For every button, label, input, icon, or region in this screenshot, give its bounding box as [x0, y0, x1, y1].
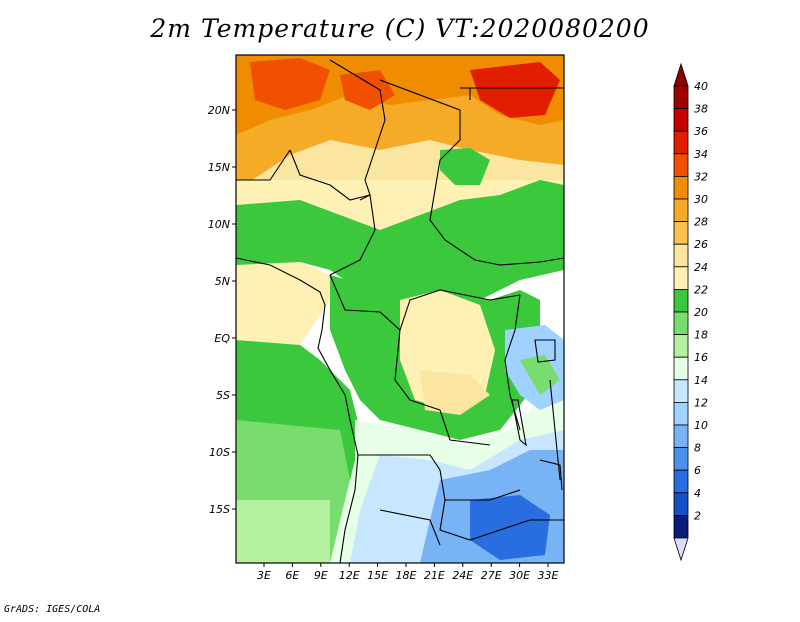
border-nigeria [289, 149, 376, 276]
colorbar-label: 32 [694, 170, 708, 183]
chart-title: 2m Temperature (C) VT:2020080200 [150, 14, 650, 43]
colorbar-label: 38 [694, 103, 708, 116]
latitude-axis: 20N 15N 10N 5N EQ 5S 10S 15S [208, 104, 236, 516]
lat-tick-label: 15N [208, 161, 230, 174]
borders [236, 59, 564, 563]
field-congo-warmest [420, 370, 490, 415]
field-ocean-south-coolest [236, 500, 330, 563]
lon-tick-label: 21E [424, 569, 445, 582]
lat-tick-label: 5S [216, 389, 230, 402]
colorbar-segment [673, 401, 689, 426]
lon-tick-label: 3E [257, 569, 271, 582]
colorbar-segment [673, 85, 689, 110]
lat-tick-label: EQ [214, 332, 230, 345]
colorbar-label: 28 [694, 216, 708, 229]
colorbar-label: 12 [694, 396, 708, 409]
colorbar-segment [673, 198, 689, 223]
field-green-patch-north [440, 148, 490, 185]
colorbar-label: 6 [694, 464, 701, 477]
field-tropical-belt [236, 180, 564, 300]
colorbar-label: 18 [694, 329, 708, 342]
colorbar-segment [673, 515, 689, 539]
border-mozambique [539, 459, 563, 491]
colorbar-label: 26 [694, 238, 708, 251]
colorbar-segment [673, 356, 689, 381]
lon-tick-label: 18E [396, 569, 417, 582]
colorbar-segment [673, 243, 689, 268]
colorbar-bottom-arrow [673, 537, 689, 562]
lon-tick-label: 9E [314, 569, 328, 582]
border-angola-zambia [358, 454, 521, 501]
colorbar-segment [673, 424, 689, 449]
lat-tick-label: 15S [209, 503, 230, 516]
field-hottest-east [470, 62, 560, 118]
lat-tick-label: 20N [208, 104, 230, 117]
colorbar-segment [673, 447, 689, 471]
border-car-congo [329, 274, 521, 331]
lake-victoria [534, 339, 556, 363]
colorbar-label: 36 [694, 125, 708, 138]
field-south-coldest [470, 495, 550, 560]
border-niger-benin [236, 149, 291, 181]
colorbar-segment [673, 334, 689, 358]
border-malawi [549, 379, 561, 481]
colorbar-label: 40 [694, 80, 708, 93]
colorbar-label: 16 [694, 351, 708, 364]
temperature-field [236, 55, 564, 563]
lon-tick-label: 15E [367, 569, 388, 582]
lon-tick-label: 30E [509, 569, 530, 582]
border-chad-sudan [379, 79, 564, 266]
field-hottest-west [250, 58, 330, 110]
colorbar-segment [673, 288, 689, 313]
lat-tick-label: 10S [209, 446, 230, 459]
colorbar-label: 20 [694, 306, 708, 319]
coastline-west [236, 257, 359, 563]
colorbar-segment [673, 266, 689, 290]
lake-tanganyika [511, 399, 527, 447]
colorbar-label: 30 [694, 193, 708, 206]
border-drc [394, 329, 491, 446]
colorbar-segment [673, 379, 689, 403]
colorbar: 40 38 36 34 32 30 28 26 24 22 20 18 16 14 12 10 8 6 4 2 [673, 62, 708, 562]
lon-tick-label: 27E [481, 569, 502, 582]
lon-tick-label: 33E [538, 569, 559, 582]
colorbar-label: 10 [694, 419, 708, 432]
colorbar-label: 4 [694, 487, 701, 500]
lon-tick-label: 12E [339, 569, 360, 582]
credit-text: GrADS: IGES/COLA [4, 604, 101, 615]
lon-tick-label: 6E [285, 569, 299, 582]
colorbar-label: 22 [694, 283, 708, 296]
colorbar-label: 14 [694, 374, 708, 387]
longitude-axis: 3E 6E 9E 12E 15E 18E 21E 24E 27E 30E 33E [257, 563, 559, 582]
border-zambia-zimbabwe [439, 499, 564, 541]
colorbar-segment [673, 492, 689, 516]
lon-tick-label: 24E [452, 569, 473, 582]
colorbar-segment [673, 153, 689, 177]
colorbar-label: 8 [694, 442, 701, 455]
map-frame [235, 54, 565, 564]
field-gulf-of-guinea [236, 262, 330, 345]
colorbar-segment [673, 108, 689, 132]
colorbar-segment [673, 130, 689, 155]
colorbar-segment [673, 221, 689, 245]
colorbar-top-arrow [673, 62, 689, 87]
colorbar-label: 24 [694, 261, 708, 274]
colorbar-segment [673, 175, 689, 200]
lat-tick-label: 5N [215, 275, 230, 288]
lat-tick-label: 10N [208, 218, 230, 231]
border-namibia [379, 509, 441, 546]
colorbar-segment [673, 311, 689, 336]
colorbar-label: 34 [694, 148, 708, 161]
colorbar-label: 2 [694, 509, 701, 522]
colorbar-segment [673, 469, 689, 494]
